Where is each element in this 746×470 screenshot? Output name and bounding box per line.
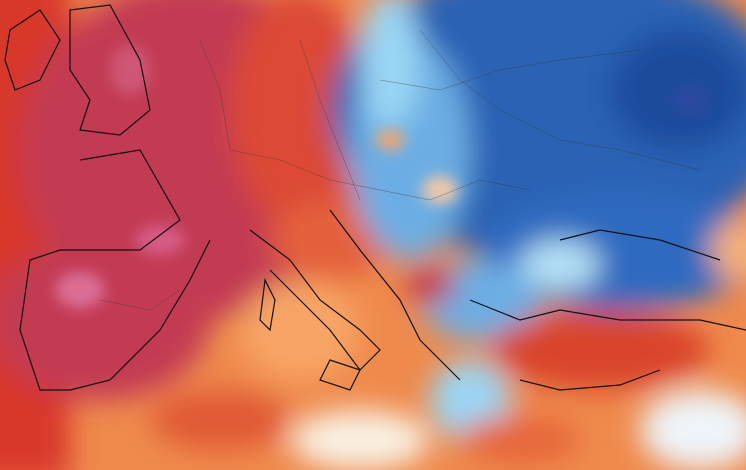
borders — [99, 29, 701, 311]
highlights — [55, 45, 710, 308]
coastlines — [4, 4, 746, 391]
